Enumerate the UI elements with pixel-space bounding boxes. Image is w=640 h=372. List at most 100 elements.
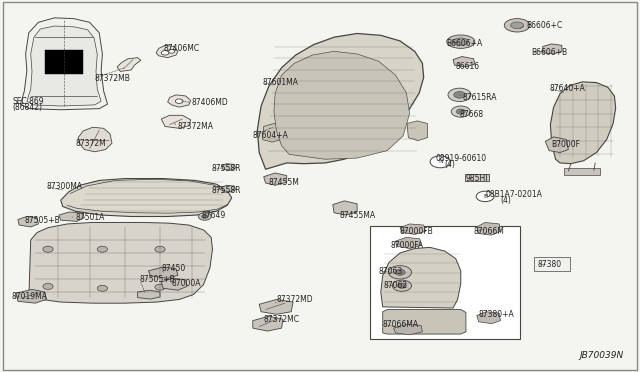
Text: 87455M: 87455M [269,178,300,187]
Text: 87558R: 87558R [211,164,241,173]
Ellipse shape [397,283,406,288]
Polygon shape [396,237,421,248]
Ellipse shape [395,269,405,275]
Text: 87380: 87380 [538,260,562,269]
Polygon shape [453,57,475,67]
Polygon shape [381,247,461,308]
Text: 87066MA: 87066MA [383,320,419,329]
Polygon shape [117,58,141,71]
Text: 87372MB: 87372MB [95,74,131,83]
Polygon shape [383,310,466,334]
Ellipse shape [454,92,465,98]
Polygon shape [274,51,410,159]
Ellipse shape [97,246,108,252]
Text: 87066M: 87066M [474,227,504,236]
Text: 87604+A: 87604+A [253,131,289,140]
Ellipse shape [451,106,470,117]
Bar [465,174,489,181]
Text: 985HI: 985HI [466,174,488,183]
Text: 87615RA: 87615RA [462,93,497,102]
Polygon shape [156,45,178,58]
Bar [45,50,83,74]
Polygon shape [394,324,422,335]
Ellipse shape [97,285,108,291]
Polygon shape [477,222,500,235]
Polygon shape [259,299,293,314]
Polygon shape [27,26,101,106]
Text: 86616: 86616 [456,62,480,71]
Text: 87380+A: 87380+A [479,310,515,319]
Text: 87505+B: 87505+B [24,216,60,225]
Text: 87062: 87062 [384,281,408,290]
Text: 87372MC: 87372MC [264,315,300,324]
Ellipse shape [168,49,175,53]
Ellipse shape [453,38,468,45]
Text: (86842): (86842) [13,103,43,112]
Text: B: B [483,194,487,199]
Text: 87501A: 87501A [76,213,105,222]
Text: (4): (4) [445,160,456,169]
Polygon shape [61,179,232,217]
Ellipse shape [388,266,412,279]
Text: 87455MA: 87455MA [339,211,375,219]
Polygon shape [257,33,424,169]
Bar [564,168,600,175]
Polygon shape [168,95,191,107]
Ellipse shape [155,284,165,290]
Text: SEC.869: SEC.869 [13,97,44,106]
Bar [534,257,570,271]
Text: 87505+B: 87505+B [140,275,175,284]
Polygon shape [148,267,178,278]
Polygon shape [333,201,357,215]
Ellipse shape [511,22,524,29]
Circle shape [476,191,494,202]
Text: 08919-60610: 08919-60610 [435,154,486,163]
Polygon shape [221,185,236,192]
Polygon shape [264,173,287,185]
Polygon shape [138,290,160,299]
Text: 87063: 87063 [379,267,403,276]
Text: B7000F: B7000F [552,140,580,149]
Text: 87649: 87649 [202,211,226,220]
Polygon shape [545,137,568,153]
Text: 87372MA: 87372MA [178,122,214,131]
Text: JB70039N: JB70039N [580,351,624,360]
Text: 08B1A7-0201A: 08B1A7-0201A [485,190,542,199]
Polygon shape [20,18,108,110]
Text: 87406MC: 87406MC [163,44,199,53]
Text: B6606+A: B6606+A [447,39,483,48]
Text: N: N [438,159,443,164]
Ellipse shape [155,246,165,252]
Polygon shape [477,312,500,324]
Text: 87300MA: 87300MA [46,182,82,191]
Text: 87406MD: 87406MD [192,98,228,107]
Text: 87640+A: 87640+A [549,84,585,93]
Polygon shape [59,212,84,221]
Ellipse shape [202,215,208,218]
Text: 87372M: 87372M [76,139,106,148]
Text: 87450: 87450 [161,264,186,273]
Ellipse shape [198,213,211,220]
Text: 87000FB: 87000FB [400,227,434,236]
Polygon shape [161,278,187,290]
Ellipse shape [504,19,530,32]
Ellipse shape [161,51,169,55]
Text: B6606+C: B6606+C [526,21,563,30]
Polygon shape [400,224,426,234]
Polygon shape [16,289,46,303]
Text: 87372MD: 87372MD [276,295,313,304]
Text: 87000FA: 87000FA [390,241,424,250]
Polygon shape [262,124,283,142]
Text: B6606+B: B6606+B [531,48,567,57]
Text: 87558R: 87558R [211,186,241,195]
Polygon shape [18,217,38,227]
Text: 87668: 87668 [460,110,484,119]
Polygon shape [407,121,428,141]
Ellipse shape [43,246,53,252]
Ellipse shape [447,35,475,48]
Polygon shape [29,222,212,303]
Text: 87000A: 87000A [172,279,201,288]
Polygon shape [161,115,191,128]
Polygon shape [78,127,112,152]
Polygon shape [253,316,283,331]
